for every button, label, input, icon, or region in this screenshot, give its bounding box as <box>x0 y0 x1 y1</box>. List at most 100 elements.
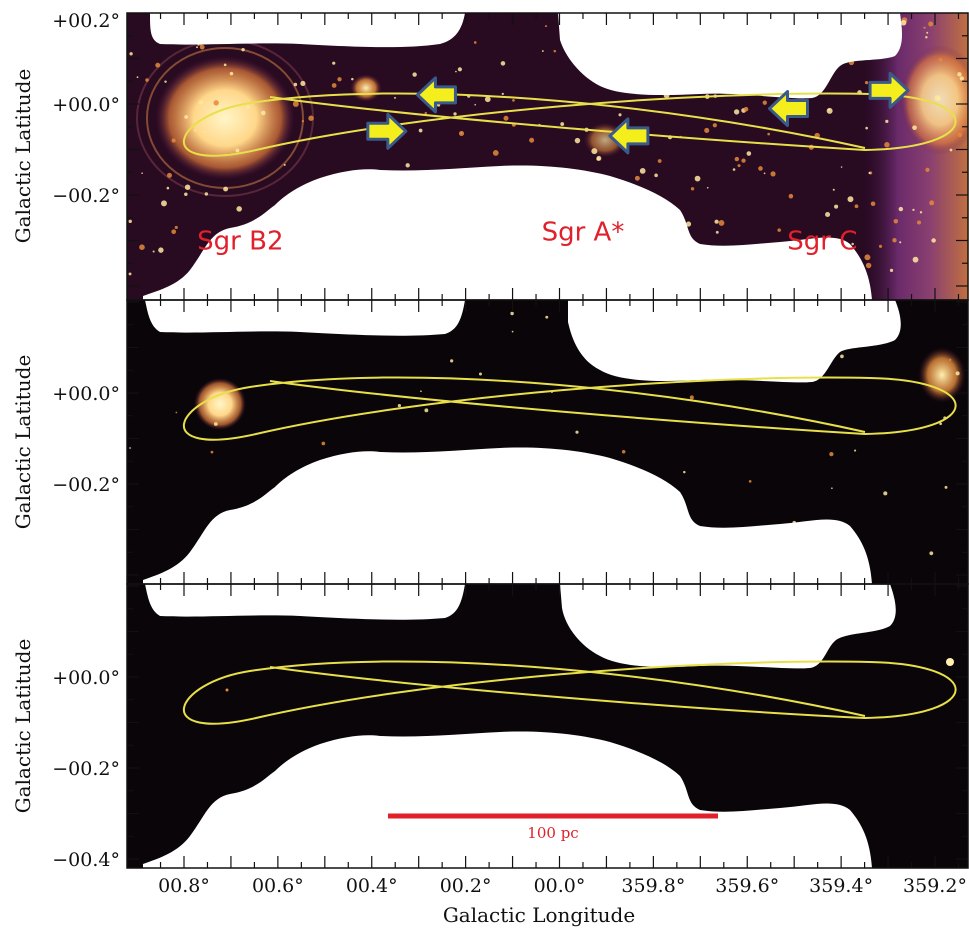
orbit-direction-arrows <box>366 71 910 155</box>
point-source <box>246 105 251 110</box>
point-source <box>762 100 767 105</box>
point-source <box>171 229 177 235</box>
point-source <box>847 196 854 203</box>
mask-region <box>145 584 465 620</box>
panel-middle <box>127 300 968 584</box>
x-tick-label: 00.6° <box>252 875 304 897</box>
y-tick-label: −00.2° <box>52 185 120 207</box>
point-source <box>331 83 337 88</box>
x-tick-label: 00.0° <box>534 875 586 897</box>
direction-arrow-icon <box>608 117 650 155</box>
point-source <box>854 449 857 452</box>
point-source <box>545 315 549 319</box>
point-source <box>900 19 907 26</box>
point-source <box>510 311 514 316</box>
point-source <box>337 77 342 82</box>
point-source <box>832 188 835 191</box>
region-labels: Sgr B2 Sgr A* Sgr C <box>197 218 857 257</box>
point-source <box>478 372 482 376</box>
point-source <box>840 354 844 359</box>
orbit-curve <box>183 660 957 725</box>
point-source <box>591 148 598 155</box>
y-axis-title: Galactic Latitude <box>11 355 35 530</box>
point-source <box>868 171 871 175</box>
point-source <box>690 187 695 191</box>
point-source <box>912 256 919 263</box>
x-tick-label: 359.4° <box>809 875 873 897</box>
point-source <box>229 71 234 76</box>
point-source <box>788 193 794 199</box>
point-source <box>885 119 889 124</box>
point-source <box>501 92 504 96</box>
point-source <box>734 156 740 162</box>
mask-region <box>558 13 903 99</box>
point-source <box>898 206 904 212</box>
point-source <box>174 225 178 230</box>
point-source <box>213 100 219 106</box>
orbit-path <box>183 92 957 157</box>
x-axis-title: Galactic Longitude <box>443 903 635 927</box>
point-source <box>957 132 963 138</box>
point-source <box>889 268 894 273</box>
point-source <box>917 220 922 225</box>
point-source <box>128 272 132 276</box>
point-source <box>870 201 876 207</box>
x-tick-label: 359.6° <box>715 875 779 897</box>
point-source <box>938 57 943 62</box>
y-tick-label: +00.0° <box>52 667 120 689</box>
point-source <box>732 168 736 171</box>
scale-bar: 100 pc <box>388 813 718 842</box>
point-source <box>139 244 145 250</box>
point-source <box>925 167 930 172</box>
point-source <box>136 76 139 79</box>
x-tick-label: 00.4° <box>346 875 398 897</box>
point-source <box>152 250 155 253</box>
point-source <box>164 80 167 83</box>
point-source <box>925 36 928 39</box>
point-source <box>926 31 929 34</box>
panel-top: Sgr B2 Sgr A* Sgr C <box>127 13 968 300</box>
region-label: Sgr B2 <box>197 227 283 257</box>
point-source <box>634 175 640 181</box>
point-source <box>500 61 506 66</box>
point-source <box>929 200 935 206</box>
mask-region <box>143 165 872 300</box>
sgrb2-emission <box>155 56 295 180</box>
y-tick-label: −00.2° <box>52 758 120 780</box>
point-source <box>241 47 245 52</box>
point-source <box>883 491 888 496</box>
point-source <box>694 175 701 182</box>
point-source <box>175 411 178 414</box>
y-tick-labels: +00.2° +00.0° −00.2° +00.0° −00.2° +00.0° −00.… <box>52 10 120 871</box>
point-source <box>308 115 314 121</box>
point-source <box>934 95 941 102</box>
point-source <box>541 50 544 52</box>
point-source <box>196 46 199 49</box>
point-source <box>512 99 515 102</box>
point-source <box>292 101 299 107</box>
point-source <box>166 186 170 190</box>
panel-frame <box>126 583 969 869</box>
point-source <box>204 192 209 196</box>
x-tick-labels: 00.8° 00.6° 00.4° 00.2° 00.0° 359.8° 359.6° 359… <box>158 875 967 897</box>
point-source <box>418 128 423 133</box>
point-source <box>301 120 305 123</box>
point-source <box>203 130 206 133</box>
point-source <box>618 113 622 117</box>
point-source <box>829 451 834 457</box>
direction-arrow-icon <box>366 112 408 150</box>
point-source <box>959 76 965 81</box>
point-source <box>957 72 962 77</box>
point-source <box>955 371 960 376</box>
point-source <box>865 262 872 269</box>
point-source <box>293 82 298 87</box>
point-source <box>473 41 477 44</box>
point-source <box>737 164 741 168</box>
point-source <box>840 166 843 168</box>
orbit-path <box>183 376 957 441</box>
point-source <box>596 155 602 161</box>
point-source <box>746 151 752 156</box>
point-source <box>171 138 176 143</box>
point-source <box>158 247 164 253</box>
point-source <box>228 77 232 81</box>
